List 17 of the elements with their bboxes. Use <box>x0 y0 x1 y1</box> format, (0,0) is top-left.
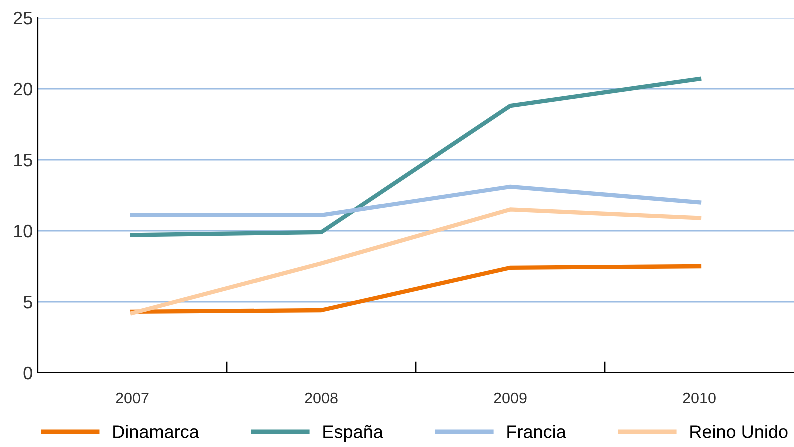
legend-label: Francia <box>508 425 566 438</box>
x-tick-label: 2007 <box>116 392 149 404</box>
x-tick-label: 2009 <box>494 392 527 404</box>
y-tick-label: 10 <box>14 224 32 238</box>
y-tick-label: 20 <box>14 82 32 96</box>
y-tick-label: 25 <box>14 12 32 25</box>
y-tick-label: 5 <box>24 296 32 309</box>
line-series <box>130 76 702 238</box>
y-tick-label: 0 <box>24 366 32 380</box>
line-series <box>130 264 702 314</box>
legend-label: Reino Unido <box>690 425 788 438</box>
x-tick-label: 2010 <box>683 392 716 404</box>
line-series <box>130 208 702 316</box>
legend-label: Dinamarca <box>114 425 200 438</box>
y-tick-label: 15 <box>14 154 32 167</box>
legend-label: España <box>324 425 384 442</box>
x-tick-label: 2008 <box>305 392 338 404</box>
